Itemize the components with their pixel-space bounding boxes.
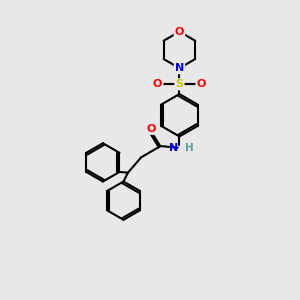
Text: O: O [196, 79, 206, 89]
Text: O: O [153, 79, 162, 89]
Text: N: N [169, 142, 178, 153]
Text: N: N [175, 63, 184, 73]
Text: O: O [146, 124, 156, 134]
Text: S: S [176, 79, 183, 89]
Text: O: O [175, 27, 184, 37]
Text: H: H [185, 142, 194, 153]
